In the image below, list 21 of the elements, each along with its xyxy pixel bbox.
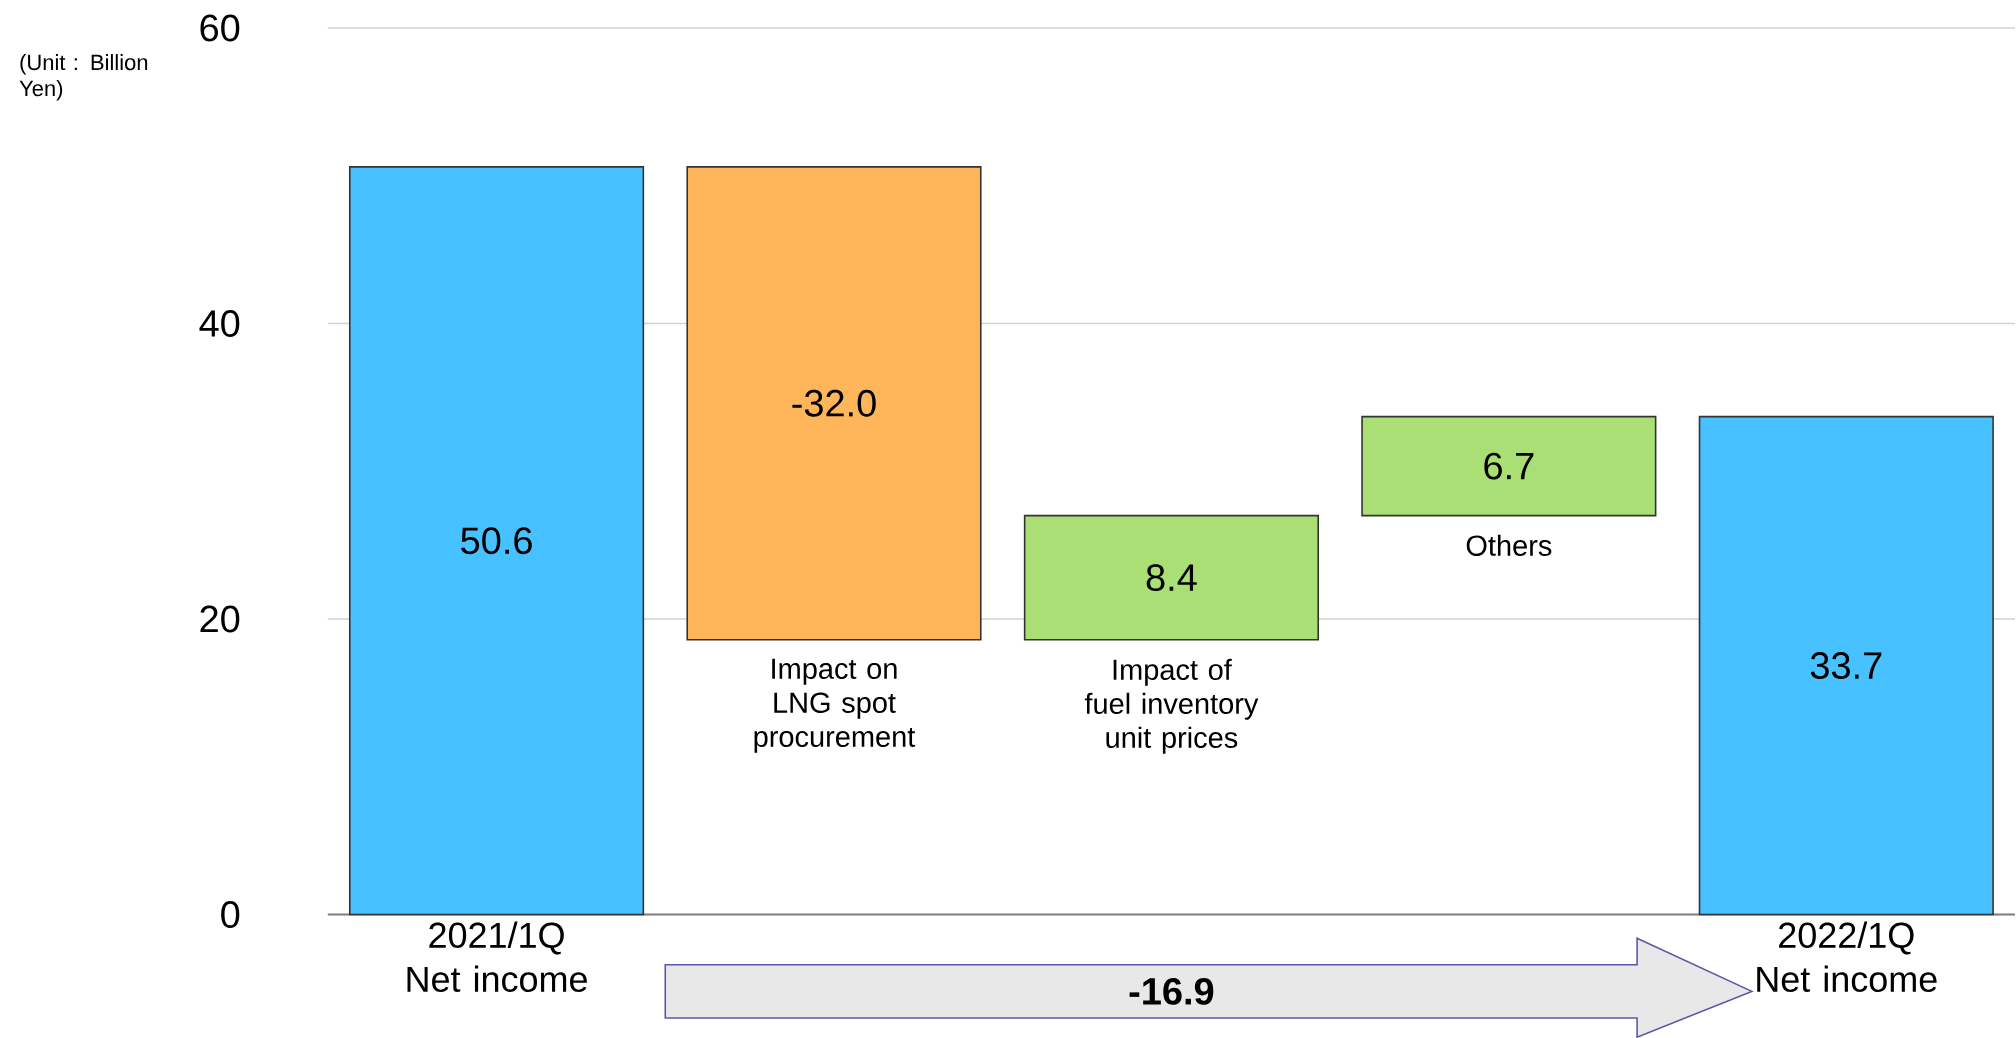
x-tick-label: 2021/1Q Net income — [407, 921, 587, 992]
text: (Unit : Billion Yen) — [19, 54, 148, 101]
bar — [1361, 415, 1657, 517]
x-tick-label: Impact on LNG spot procurement — [754, 658, 916, 753]
bar — [1023, 514, 1320, 641]
x-tick-label: Others — [1466, 534, 1552, 556]
x-tick-label: Impact of fuel inventory unit prices — [1084, 658, 1259, 754]
data-label: 6.7 — [1484, 452, 1534, 480]
bar — [1698, 415, 1994, 916]
y-tick-label: 20 — [200, 605, 240, 633]
data-label: 50.6 — [461, 527, 532, 555]
bar — [348, 166, 645, 916]
data-label: 8.4 — [1146, 564, 1197, 592]
bar — [686, 166, 982, 641]
x-tick-label: 2022/1Q Net income — [1757, 921, 1937, 992]
y-tick-label: 0 — [221, 901, 240, 928]
y-tick-label: 40 — [199, 310, 240, 337]
text: -16.9 — [1129, 977, 1214, 1005]
y-tick-label: 60 — [200, 14, 240, 42]
data-label: -32.0 — [792, 389, 876, 417]
data-label: 33.7 — [1810, 652, 1882, 680]
